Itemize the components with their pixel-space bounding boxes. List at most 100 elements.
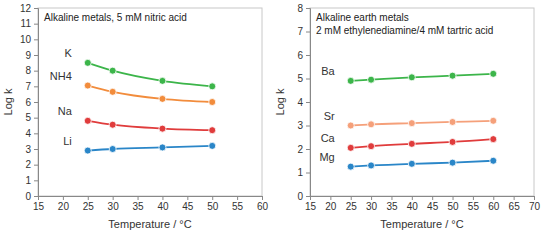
marker bbox=[84, 59, 91, 66]
tick-label: 15 bbox=[305, 201, 317, 212]
marker bbox=[159, 125, 166, 132]
series-label: Na bbox=[58, 105, 73, 117]
tick-mark bbox=[493, 196, 494, 200]
tick-mark bbox=[162, 196, 163, 200]
chart-title: Alkaline metals, 5 mM nitric acid bbox=[44, 12, 187, 23]
tick-mark bbox=[187, 196, 188, 200]
tick-label: 2 bbox=[25, 159, 31, 170]
tick-mark bbox=[306, 149, 310, 150]
panel: 152025303540455055600123456789101112Temp… bbox=[2, 3, 268, 230]
tick: 25 bbox=[83, 196, 95, 212]
series-label: Ca bbox=[321, 132, 336, 144]
tick-label: 65 bbox=[509, 201, 521, 212]
tick-mark bbox=[306, 79, 310, 80]
tick-mark bbox=[351, 196, 352, 200]
tick: 12 bbox=[20, 3, 38, 14]
tick-mark bbox=[34, 133, 38, 134]
marker bbox=[209, 99, 216, 106]
tick-label: 6 bbox=[297, 50, 303, 61]
tick-mark bbox=[306, 55, 310, 56]
marker bbox=[490, 117, 497, 124]
marker bbox=[449, 159, 456, 166]
tick: 60 bbox=[488, 196, 500, 212]
tick: 35 bbox=[132, 196, 144, 212]
tick-label: 0 bbox=[25, 191, 31, 202]
tick-mark bbox=[453, 196, 454, 200]
marker bbox=[368, 121, 375, 128]
tick: 0 bbox=[25, 191, 38, 202]
tick-mark bbox=[138, 196, 139, 200]
tick-mark bbox=[534, 196, 535, 200]
axis-line bbox=[311, 197, 535, 201]
tick-label: 45 bbox=[182, 201, 194, 212]
tick: 65 bbox=[509, 196, 521, 212]
tick-mark bbox=[432, 196, 433, 200]
tick-label: 3 bbox=[25, 144, 31, 155]
tick-label: 5 bbox=[297, 73, 303, 84]
marker bbox=[368, 76, 375, 83]
tick-label: 30 bbox=[366, 201, 378, 212]
tick-label: 35 bbox=[132, 201, 144, 212]
tick-label: 70 bbox=[529, 201, 541, 212]
marker bbox=[209, 127, 216, 134]
x-axis-title: Temperature / °C bbox=[108, 218, 191, 230]
marker bbox=[347, 77, 354, 84]
panel: 152025303540455055606570012345678Tempera… bbox=[274, 3, 540, 230]
series-line bbox=[88, 86, 212, 102]
axis-line bbox=[306, 9, 311, 197]
tick: 50 bbox=[207, 196, 219, 212]
tick-label: 8 bbox=[297, 3, 303, 14]
tick-label: 9 bbox=[25, 50, 31, 61]
plot-frame bbox=[38, 8, 262, 196]
tick-label: 1 bbox=[297, 167, 303, 178]
tick: 30 bbox=[108, 196, 120, 212]
tick-label: 4 bbox=[297, 97, 303, 108]
tick-label: 15 bbox=[33, 201, 45, 212]
marker bbox=[347, 163, 354, 170]
tick-label: 3 bbox=[297, 120, 303, 131]
tick-mark bbox=[34, 8, 38, 9]
marker bbox=[449, 72, 456, 79]
tick-label: 7 bbox=[297, 26, 303, 37]
series-label: Sr bbox=[324, 110, 335, 122]
y-axis: 0123456789101112 bbox=[20, 3, 39, 202]
tick: 15 bbox=[33, 196, 45, 212]
marker bbox=[209, 142, 216, 149]
tick-label: 2 bbox=[297, 144, 303, 155]
marker bbox=[109, 88, 116, 95]
tick: 6 bbox=[25, 97, 38, 108]
tick: 11 bbox=[21, 18, 38, 29]
marker bbox=[408, 140, 415, 147]
tick: 7 bbox=[25, 81, 38, 92]
tick: 8 bbox=[297, 3, 310, 14]
chart-subtitle: 2 mM ethylenediamine/4 mM tartric acid bbox=[316, 25, 493, 36]
tick: 70 bbox=[529, 196, 541, 212]
marker bbox=[347, 144, 354, 151]
tick-mark bbox=[391, 196, 392, 200]
marker bbox=[408, 160, 415, 167]
series-line bbox=[88, 121, 212, 130]
tick-label: 7 bbox=[25, 81, 31, 92]
tick-mark bbox=[262, 196, 263, 200]
tick-mark bbox=[306, 173, 310, 174]
tick-mark bbox=[34, 102, 38, 103]
chart-title: Alkaline earth metals bbox=[316, 12, 409, 23]
tick: 4 bbox=[25, 128, 38, 139]
tick: 25 bbox=[346, 196, 358, 212]
tick-label: 40 bbox=[157, 201, 169, 212]
tick-mark bbox=[34, 39, 38, 40]
tick: 9 bbox=[25, 50, 38, 61]
marker bbox=[490, 70, 497, 77]
marker bbox=[84, 147, 91, 154]
series-line bbox=[88, 146, 212, 151]
y-axis-title: Log k bbox=[274, 88, 286, 115]
series-label: Ba bbox=[321, 65, 335, 77]
tick: 40 bbox=[157, 196, 169, 212]
marker bbox=[84, 117, 91, 124]
marker bbox=[84, 82, 91, 89]
tick: 45 bbox=[182, 196, 194, 212]
tick-label: 60 bbox=[257, 201, 269, 212]
marker bbox=[408, 120, 415, 127]
tick-mark bbox=[306, 196, 310, 197]
tick: 10 bbox=[20, 34, 38, 45]
